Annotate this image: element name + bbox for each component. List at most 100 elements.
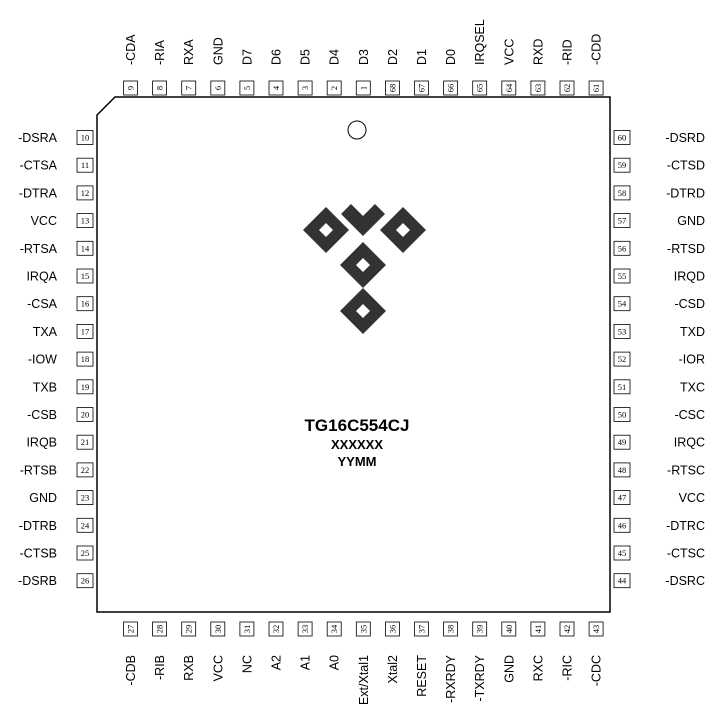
pin-top-2: 2 D4 <box>326 49 342 96</box>
pin-bottom-31: 31 NC <box>239 621 254 673</box>
chip-batch-code: XXXXXX <box>331 437 383 452</box>
pin-label: D7 <box>240 49 254 65</box>
pin-label: IRQC <box>674 436 705 450</box>
pin-top-3: 3 D5 <box>297 49 313 96</box>
chip-body <box>96 96 611 613</box>
pin-number: 8 <box>155 86 165 90</box>
pin-number: 47 <box>618 493 627 503</box>
pin-right-60: 60 -DSRD <box>613 130 705 145</box>
pin-pad <box>613 379 631 395</box>
pin-number: 19 <box>81 382 90 392</box>
pin-label: -RTSA <box>20 242 58 256</box>
pin-number: 45 <box>618 548 627 558</box>
pin-pad <box>326 621 342 637</box>
pin-label: -CTSC <box>667 547 705 561</box>
pin-top-61: 61 -CDD <box>588 34 604 96</box>
pin-number: 51 <box>618 382 627 392</box>
pin-number: 35 <box>358 625 368 634</box>
pin-bottom-28: 28 -RIB <box>152 621 167 680</box>
pin-left-11: 11 -CTSA <box>20 157 94 173</box>
pin-left-23: 23 GND <box>29 490 94 506</box>
pin-pad <box>414 80 429 96</box>
pin-bottom-33: 33 A1 <box>297 621 313 670</box>
pin-label: -CDB <box>124 655 138 686</box>
pin-label: VCC <box>211 655 225 681</box>
pin-number: 11 <box>81 160 89 170</box>
pin-pad <box>501 621 517 637</box>
pin-bottom-36: 36 Xtal2 <box>384 621 400 684</box>
pin-label: -CDC <box>590 655 604 686</box>
pin-pad <box>76 323 94 339</box>
pin-label: -CSC <box>674 408 705 422</box>
pin-pad <box>181 80 197 96</box>
pin-label: D2 <box>386 49 400 65</box>
pin-label: VCC <box>31 214 57 228</box>
pin-number: 38 <box>446 625 456 634</box>
pin-pad <box>76 379 94 395</box>
pin-label: -RIB <box>153 655 167 680</box>
pin-right-44: 44 -DSRC <box>613 573 705 589</box>
pin-pad <box>76 490 94 506</box>
pin-bottom-30: 30 VCC <box>210 621 225 681</box>
pin-label: TXA <box>33 325 58 339</box>
pin-number: 39 <box>475 625 485 634</box>
pin-number: 14 <box>81 243 90 253</box>
pin-label: -CSA <box>27 297 58 311</box>
pin-pad <box>613 407 631 422</box>
pin-label: -DTRD <box>666 186 705 200</box>
pin-pad <box>613 434 631 450</box>
pin-label: VCC <box>679 491 705 505</box>
pin-top-4: 4 D6 <box>268 49 284 96</box>
chip-date-code: YYMM <box>338 454 377 469</box>
pin-left-25: 25 -CTSB <box>20 545 94 561</box>
pin-right-59: 59 -CTSD <box>613 157 705 173</box>
pin-top-1: 1 D3 <box>355 49 371 96</box>
pin-label: -RXRDY <box>444 654 458 703</box>
pin-number: 67 <box>417 84 427 93</box>
pin-number: 37 <box>417 625 427 634</box>
pin-number: 43 <box>591 625 601 634</box>
pin-label: D1 <box>415 49 429 65</box>
pin-number: 41 <box>533 625 543 634</box>
pin-top-8: 8 -RIA <box>152 39 167 96</box>
pin-pad <box>76 240 94 256</box>
pin-pad <box>76 573 94 589</box>
pin-left-17: 17 TXA <box>33 323 94 339</box>
pin-right-47: 47 VCC <box>613 490 705 505</box>
pin-bottom-34: 34 A0 <box>326 621 342 670</box>
pin-label: GND <box>677 214 705 228</box>
pin-label: D4 <box>328 49 342 65</box>
pin-pad <box>613 573 631 589</box>
pin-left-12: 12 -DTRA <box>19 185 94 200</box>
pin-label: RESET <box>415 655 429 697</box>
pin-left-26: 26 -DSRB <box>18 573 94 589</box>
pin-label: GND <box>29 491 57 505</box>
pin-number: 5 <box>242 86 252 90</box>
pin-right-58: 58 -DTRD <box>613 185 705 200</box>
pin-number: 58 <box>618 188 627 198</box>
pin-bottom-42: 42 -RIC <box>559 621 575 681</box>
pin-label: RXA <box>182 39 196 65</box>
pin-top-9: 9 -CDA <box>123 34 138 96</box>
pin-pad <box>76 517 94 533</box>
pin-number: 25 <box>81 548 90 558</box>
pin-pad <box>355 621 371 637</box>
pin-left-22: 22 -RTSB <box>20 462 94 477</box>
pin-pad <box>268 621 284 637</box>
pin-pad <box>297 621 313 637</box>
pin-pad <box>443 80 459 96</box>
pin-label: -DTRB <box>19 519 57 533</box>
pin-number: 7 <box>184 86 194 90</box>
pin-pad <box>613 296 631 312</box>
pin-label: D5 <box>299 49 313 65</box>
pin-number: 40 <box>504 625 514 634</box>
pin-label: RXB <box>182 655 196 681</box>
pin-pad <box>501 80 517 96</box>
pin-left-15: 15 IRQA <box>26 268 94 284</box>
pin-pad <box>268 80 284 96</box>
pin-number: 30 <box>213 625 223 634</box>
pin-label: RXC <box>531 655 545 681</box>
pin-label: A2 <box>270 655 284 670</box>
pin-label: IRQD <box>674 270 705 284</box>
pin-pad <box>588 80 604 96</box>
